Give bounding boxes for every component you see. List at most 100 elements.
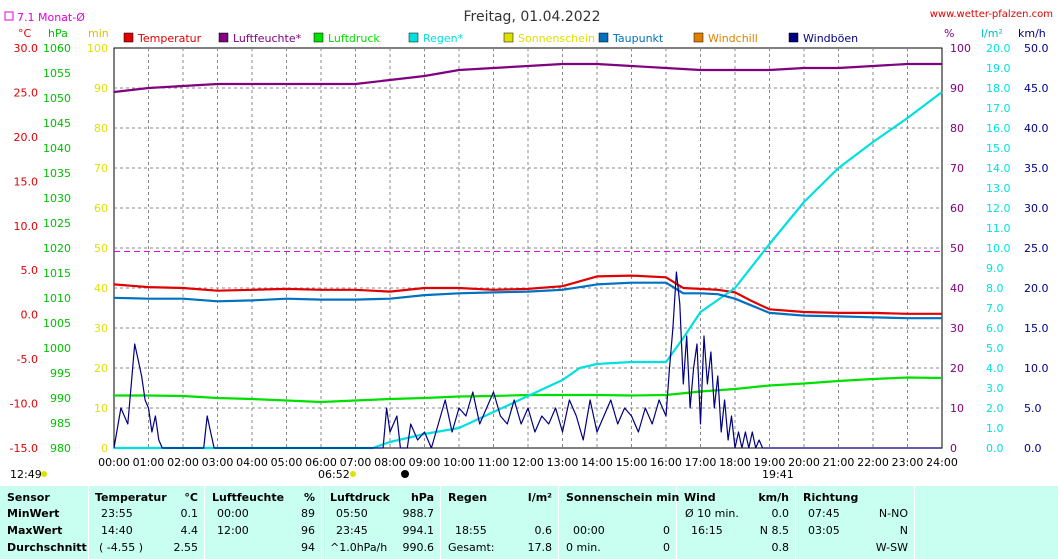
wind_kmh-tick-label: 25.0 [1024, 242, 1049, 255]
unit-hpa: hPa [48, 27, 68, 40]
x-tick-label: 03:00 [202, 456, 234, 469]
rain_lm2-tick-label: 6.0 [986, 322, 1004, 335]
legend-label: Sonnenschein [518, 32, 595, 45]
markers: 12:49 06:52 19:41 [10, 468, 794, 481]
wind_kmh-tick-label: 0.0 [1024, 442, 1042, 455]
x-tick-label: 00:00 [98, 456, 130, 469]
humidity_pct-tick-label: 60 [950, 202, 964, 215]
legend-swatch [218, 32, 229, 43]
x-tick-label: 07:00 [340, 456, 372, 469]
stats-t-min-time: 23:55 [101, 507, 133, 520]
pressure_hpa-tick-label: 1015 [43, 267, 71, 280]
wind_kmh-tick-label: 5.0 [1024, 402, 1042, 415]
stats-table: Sensor MinWert MaxWert Durchschnitt Temp… [0, 486, 1058, 559]
stats-t-max-time: 14:40 [101, 524, 133, 537]
pressure_hpa-tick-label: 985 [50, 417, 71, 430]
left-time-label: 12:49 [10, 468, 42, 481]
pressure_hpa-tick-label: 995 [50, 367, 71, 380]
legend-swatch [313, 32, 324, 43]
stats-header-sensor: Sensor [7, 491, 50, 504]
stats-col-temperature: Temperatur °C 23:55 0.1 14:40 4.4 ( -4.55 )… [89, 486, 205, 559]
stats-unit-wind: km/h [758, 491, 789, 504]
x-tick-label: 12:00 [512, 456, 544, 469]
legend-label: Windchill [708, 32, 758, 45]
legend-swatch [503, 32, 514, 43]
temperature_c-tick-label: 15.0 [14, 175, 39, 188]
stats-unit-rain: l/m² [527, 491, 552, 504]
stats-unit-humidity: % [303, 491, 315, 504]
rain_lm2-tick-label: 9.0 [986, 262, 1004, 275]
sunset-label: 19:41 [762, 468, 794, 481]
x-tick-label: 17:00 [685, 456, 717, 469]
stats-r-total-val: 17.8 [527, 541, 553, 554]
x-tick-label: 23:00 [892, 456, 924, 469]
stats-label-min: MinWert [7, 507, 60, 520]
legend-label: Luftdruck [328, 32, 380, 45]
moon-icon [401, 470, 409, 478]
stats-col-rain: Regen l/m² 18:55 0.6 Gesamt: 17.8 [441, 486, 559, 559]
unit-celsius: °C [18, 27, 32, 40]
stats-col-humidity: Luftfeuchte% 00:00 89 12:00 96 94 [205, 486, 322, 559]
x-tick-label: 14:00 [581, 456, 613, 469]
sunshine_min-tick-label: 40 [94, 282, 108, 295]
stats-d-avg-val: W-SW [875, 541, 908, 554]
rain_lm2-tick-label: 20.0 [986, 42, 1011, 55]
monthly-avg-swatch [4, 11, 14, 21]
chart-title: Freitag, 01.04.2022 [464, 9, 601, 25]
pressure_hpa-tick-label: 1040 [43, 142, 71, 155]
sunshine_min-tick-label: 30 [94, 322, 108, 335]
stats-t-min-val: 0.1 [180, 507, 199, 520]
rain_lm2-tick-label: 8.0 [986, 282, 1004, 295]
sunrise-sun-icon [350, 471, 356, 477]
website-label: www.wetter-pfalzen.com [930, 9, 1053, 20]
stats-r-max-val: 0.6 [534, 524, 553, 537]
stats-p-trend: ^1.0hPa/h [330, 541, 388, 554]
pressure_hpa-tick-label: 1030 [43, 192, 71, 205]
legend: Temperatur Luftfeuchte* Luftdruck Regen* Son… [123, 32, 858, 45]
stats-p-max-time: 23:45 [336, 524, 368, 537]
stats-unit-temperature: °C [184, 491, 198, 504]
legend-label: Windböen [803, 32, 858, 45]
humidity_pct-tick-label: 0 [950, 442, 957, 455]
sunshine_min-tick-label: 80 [94, 122, 108, 135]
pressure_hpa-tick-label: 1055 [43, 67, 71, 80]
monthly-avg-label: 7.1 Monat-Ø [17, 11, 85, 24]
pressure_hpa-tick-label: 990 [50, 392, 71, 405]
sunshine_min-tick-label: 100 [87, 42, 108, 55]
legend-swatch [598, 32, 609, 43]
stats-header-humidity: Luftfeuchte [212, 491, 285, 504]
humidity_pct-tick-label: 20 [950, 362, 964, 375]
x-tick-label: 02:00 [167, 456, 199, 469]
x-tick-label: 24:00 [926, 456, 958, 469]
stats-p-min-val: 988.7 [402, 507, 435, 520]
pressure_hpa-tick-label: 1035 [43, 167, 71, 180]
humidity_pct-tick-label: 100 [950, 42, 971, 55]
stats-h-min-time: 00:00 [217, 507, 249, 520]
humidity_pct-tick-label: 40 [950, 282, 964, 295]
stats-s-total-val: 0 [663, 541, 670, 554]
stats-t-max-val: 4.4 [180, 524, 199, 537]
temperature_c-tick-label: -15.0 [10, 442, 38, 455]
wind_kmh-tick-label: 15.0 [1024, 322, 1049, 335]
x-tick-label: 01:00 [133, 456, 165, 469]
rain_lm2-tick-label: 19.0 [986, 62, 1011, 75]
rain_lm2-tick-label: 3.0 [986, 382, 1004, 395]
x-tick-label: 15:00 [616, 456, 648, 469]
pressure_hpa-tick-label: 1005 [43, 317, 71, 330]
unit-kmh: km/h [1018, 27, 1046, 40]
stats-unit-pressure: hPa [410, 491, 434, 504]
stats-w-max-val: N 8.5 [759, 524, 789, 537]
legend-swatch [408, 32, 419, 43]
x-tick-label: 18:00 [719, 456, 751, 469]
legend-swatch [788, 32, 799, 43]
stats-h-avg-val: 94 [301, 541, 315, 554]
x-tick-label: 11:00 [478, 456, 510, 469]
wind_kmh-tick-label: 10.0 [1024, 362, 1049, 375]
stats-d-max-time: 03:05 [808, 524, 840, 537]
series-line-luftfeuchte [113, 62, 942, 94]
stats-w-max-time: 16:15 [691, 524, 723, 537]
humidity_pct-tick-label: 10 [950, 402, 964, 415]
legend-label: Luftfeuchte* [233, 32, 302, 45]
sunshine_min-tick-label: 90 [94, 82, 108, 95]
wind_kmh-tick-label: 50.0 [1024, 42, 1049, 55]
